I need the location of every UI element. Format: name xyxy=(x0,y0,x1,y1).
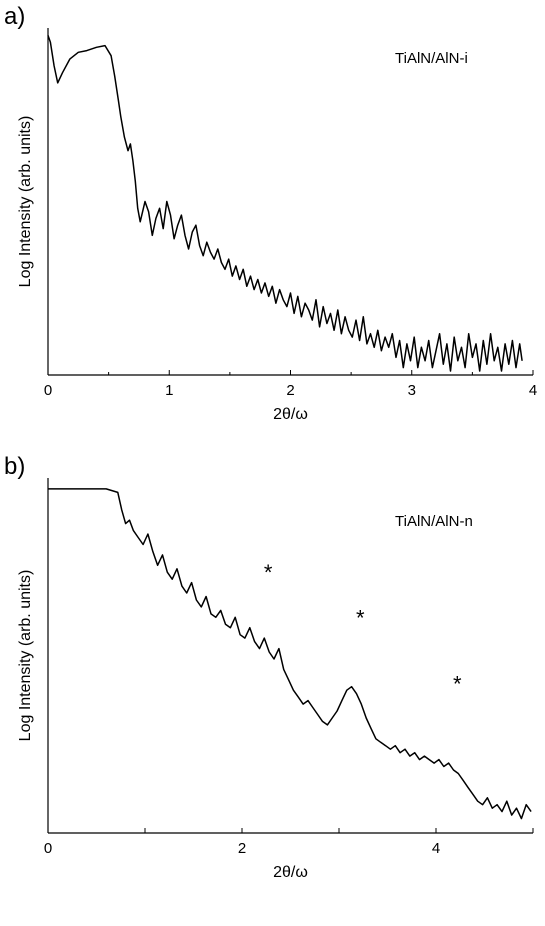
panel-label: a) xyxy=(4,3,25,30)
x-tick-label: 2 xyxy=(238,840,246,857)
x-tick-label: 1 xyxy=(165,382,173,399)
x-tick-label: 4 xyxy=(529,382,537,399)
panel-label: b) xyxy=(4,453,25,480)
peak-marker: * xyxy=(453,671,462,696)
sample-label: TiAlN/AlN-n xyxy=(395,513,473,530)
series-line xyxy=(48,488,532,820)
x-tick-label: 3 xyxy=(408,382,416,399)
x-axis-label: 2θ/ω xyxy=(273,406,308,423)
sample-label: TiAlN/AlN-i xyxy=(395,50,468,67)
y-axis-label: Log Intensity (arb. units) xyxy=(17,570,34,742)
x-tick-label: 0 xyxy=(44,840,52,857)
peak-marker: * xyxy=(264,560,273,585)
series-line xyxy=(47,35,523,372)
peak-marker: * xyxy=(356,605,365,630)
x-tick-label: 0 xyxy=(44,382,52,399)
chart-panel-a: 0 1 2 3 4 2θ/ω Log Intensity (arb. units) a) TiA… xyxy=(4,3,537,423)
chart-panel-b: 0 2 4 2θ/ω Log Intensity (arb. units) b) TiAlN… xyxy=(4,453,534,881)
x-axis-label: 2θ/ω xyxy=(273,864,308,881)
x-tick-label: 4 xyxy=(432,840,440,857)
x-tick-label: 2 xyxy=(286,382,294,399)
y-axis-label: Log Intensity (arb. units) xyxy=(17,116,34,288)
